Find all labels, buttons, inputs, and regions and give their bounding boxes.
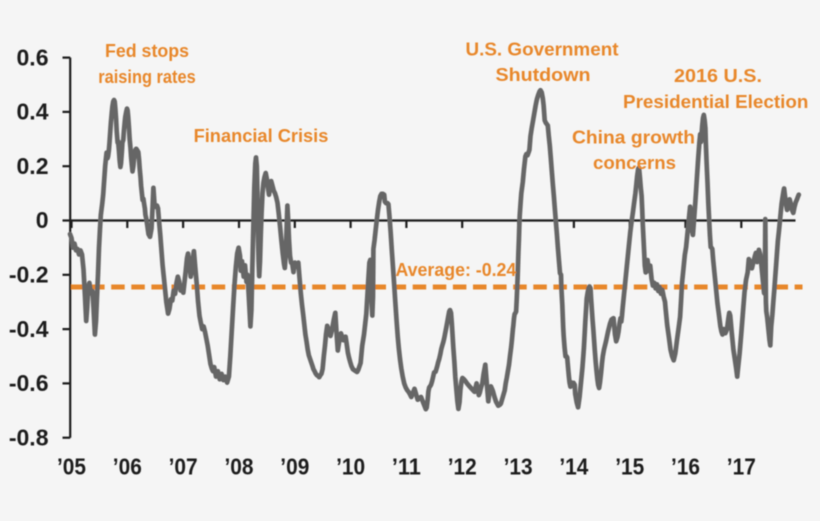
svg-text:’11: ’11 bbox=[392, 454, 421, 480]
svg-text:’05: ’05 bbox=[57, 454, 86, 480]
svg-text:’12: ’12 bbox=[448, 454, 477, 480]
svg-text:’14: ’14 bbox=[559, 454, 588, 480]
svg-text:raising rates: raising rates bbox=[98, 66, 196, 87]
svg-text:-0.8: -0.8 bbox=[9, 424, 49, 450]
svg-text:Fed stops: Fed stops bbox=[105, 40, 189, 61]
svg-text:’16: ’16 bbox=[671, 454, 700, 480]
svg-text:’09: ’09 bbox=[280, 454, 309, 480]
svg-text:0.2: 0.2 bbox=[17, 153, 49, 179]
svg-text:Average: -0.24: Average: -0.24 bbox=[396, 259, 517, 280]
svg-text:’10: ’10 bbox=[336, 454, 365, 480]
svg-text:China growth: China growth bbox=[572, 127, 695, 148]
svg-text:Financial Crisis: Financial Crisis bbox=[194, 125, 329, 146]
svg-text:-0.2: -0.2 bbox=[9, 262, 49, 288]
svg-text:’07: ’07 bbox=[169, 454, 198, 480]
svg-text:-0.6: -0.6 bbox=[9, 370, 49, 396]
svg-text:’15: ’15 bbox=[615, 454, 644, 480]
svg-text:’06: ’06 bbox=[113, 454, 142, 480]
svg-text:0.6: 0.6 bbox=[17, 44, 49, 70]
svg-text:’13: ’13 bbox=[504, 454, 533, 480]
svg-text:concerns: concerns bbox=[593, 152, 676, 173]
svg-text:’08: ’08 bbox=[225, 454, 254, 480]
svg-text:U.S. Government: U.S. Government bbox=[466, 39, 619, 60]
svg-text:-0.4: -0.4 bbox=[9, 316, 49, 342]
svg-text:0: 0 bbox=[36, 207, 49, 233]
svg-text:Presidential Election: Presidential Election bbox=[623, 91, 808, 112]
svg-text:2016 U.S.: 2016 U.S. bbox=[674, 65, 762, 86]
svg-text:’17: ’17 bbox=[727, 454, 756, 480]
svg-text:Shutdown: Shutdown bbox=[496, 64, 591, 85]
svg-text:0.4: 0.4 bbox=[17, 99, 49, 125]
